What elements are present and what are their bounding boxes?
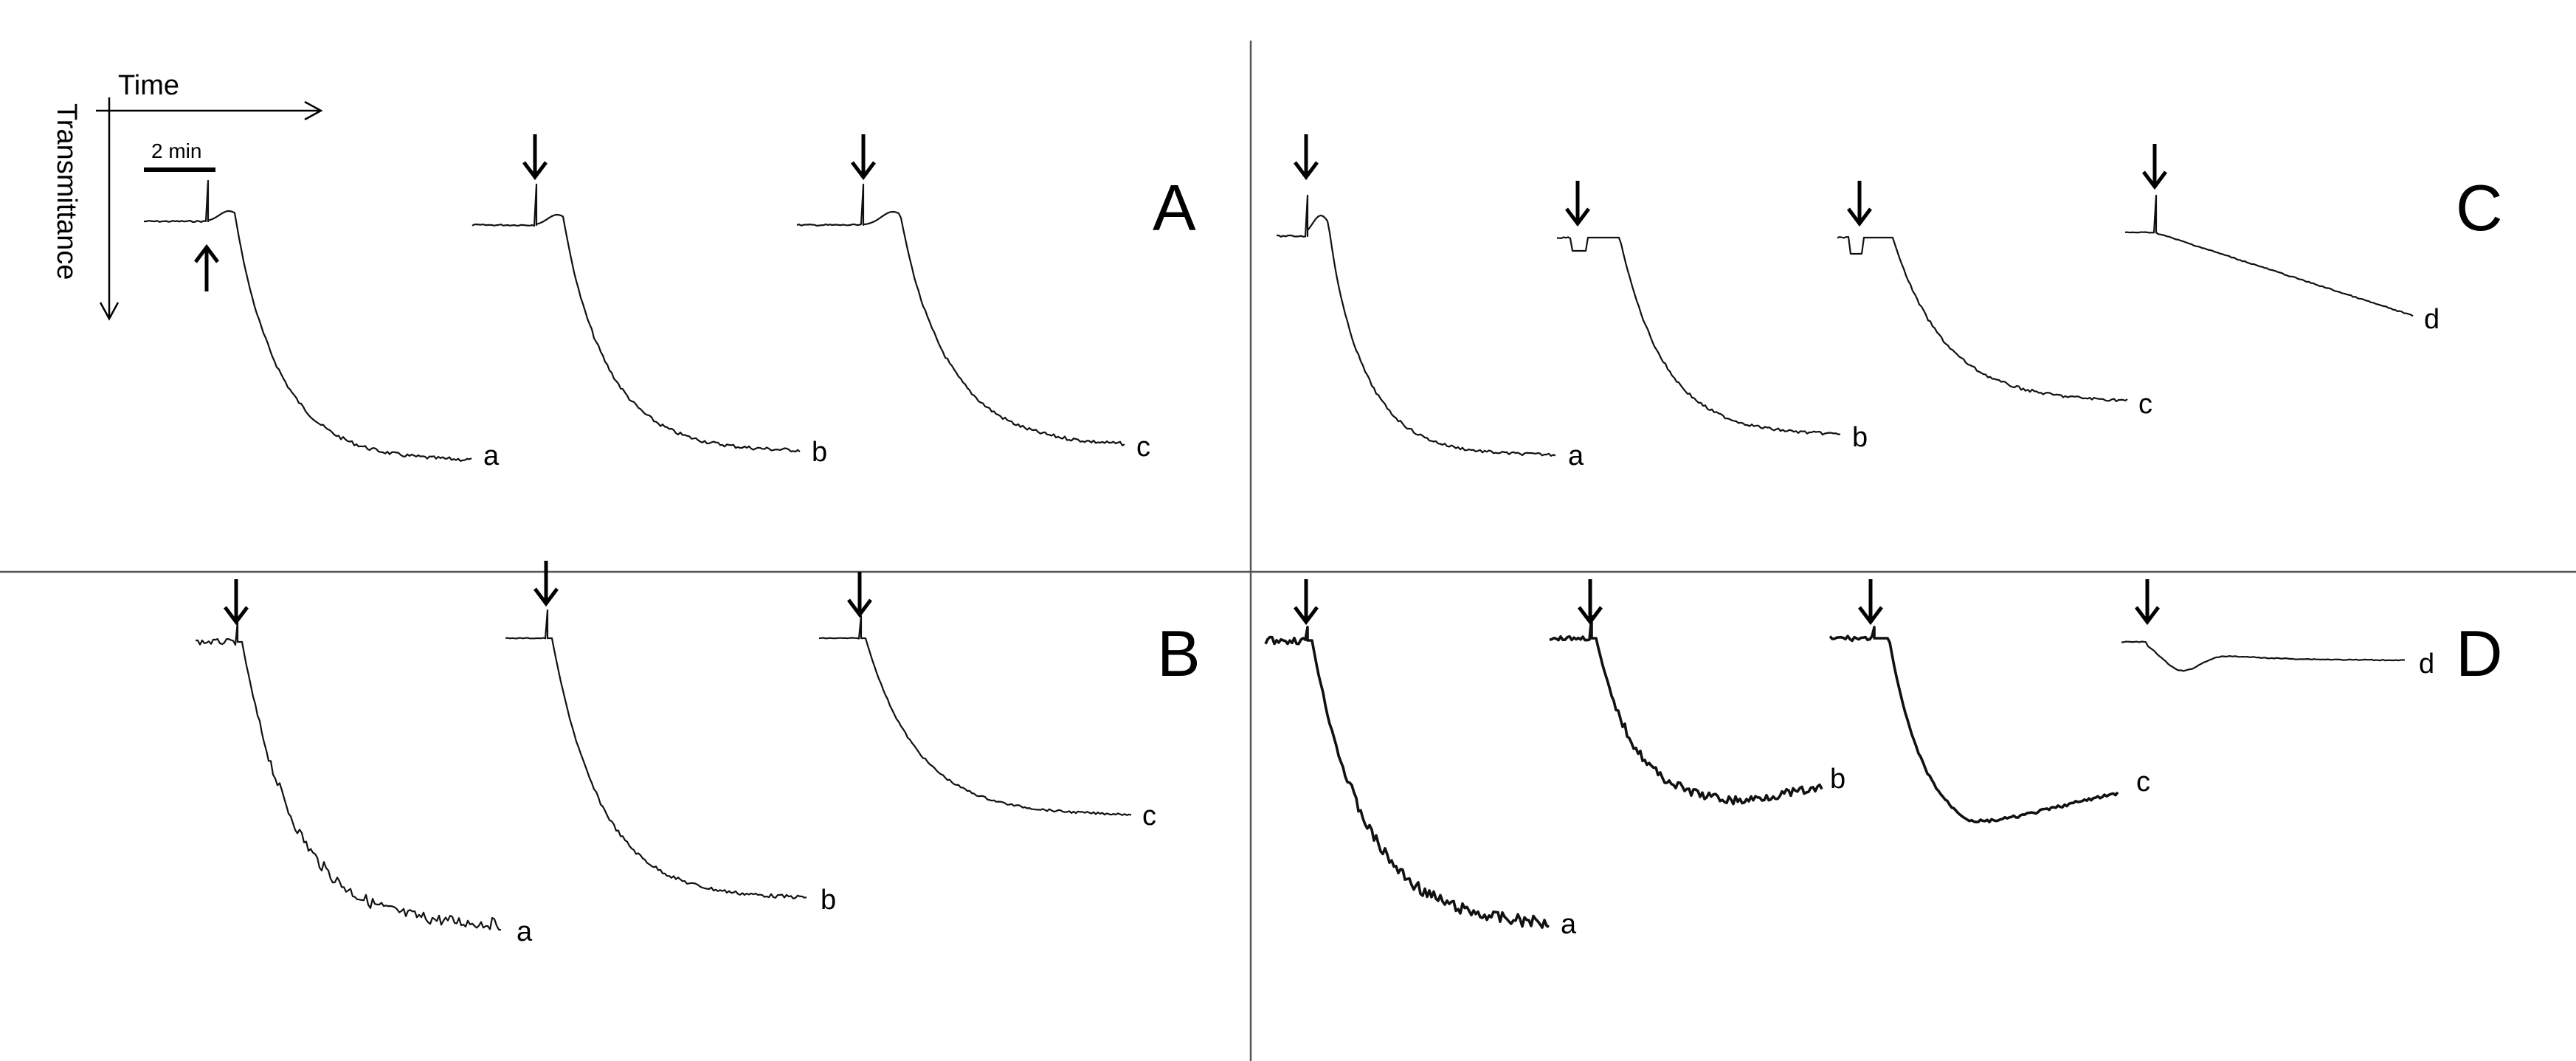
trace-label: a xyxy=(1568,440,1584,471)
injection-arrow-icon xyxy=(1858,579,1883,626)
panel-label-b: B xyxy=(1157,617,1201,690)
trace-line xyxy=(1277,194,1556,457)
trace-a-b: b xyxy=(472,134,827,468)
injection-arrow-icon xyxy=(1294,134,1319,181)
trace-label: a xyxy=(517,916,533,947)
axes-key: Time Transmittance 2 min xyxy=(51,70,323,321)
trace-label: a xyxy=(483,440,500,471)
injection-arrow-icon xyxy=(224,579,249,626)
trace-d-d: d xyxy=(2121,579,2434,680)
trace-a-c: c xyxy=(796,134,1150,463)
injection-arrow-icon xyxy=(194,243,219,291)
trace-b-b: b xyxy=(505,561,836,916)
injection-arrow-icon xyxy=(1847,181,1872,227)
trace-label: c xyxy=(1142,801,1156,832)
trace-label: d xyxy=(2419,649,2434,680)
trace-label: c xyxy=(2138,389,2152,420)
injection-arrow-icon xyxy=(533,561,559,607)
injection-arrow-icon xyxy=(851,134,876,181)
trace-c-c: c xyxy=(1837,181,2152,420)
injection-arrow-icon xyxy=(847,572,872,618)
panel-label-c: C xyxy=(2456,171,2503,244)
trace-label: b xyxy=(821,885,836,916)
trace-line xyxy=(1556,236,1840,436)
transmittance-axis-label: Transmittance xyxy=(51,103,82,280)
trace-d-a: a xyxy=(1264,579,1577,940)
injection-arrow-icon xyxy=(1578,579,1603,626)
trace-b-c: c xyxy=(818,572,1156,832)
trace-line xyxy=(1837,236,2128,403)
trace-b-a: a xyxy=(195,579,533,947)
injection-arrow-icon xyxy=(1294,579,1319,626)
trace-label: c xyxy=(2136,767,2150,798)
panel-label-d: D xyxy=(2456,617,2503,690)
trace-line xyxy=(1549,615,1823,806)
trace-label: c xyxy=(1136,432,1150,463)
trace-line xyxy=(143,179,472,462)
trace-line xyxy=(796,183,1125,446)
trace-line xyxy=(195,620,502,931)
scale-bar-label: 2 min xyxy=(151,139,201,162)
trace-line xyxy=(1829,626,2119,823)
injection-arrow-icon xyxy=(1565,181,1590,227)
trace-c-d: d xyxy=(2124,144,2439,335)
injection-arrow-icon xyxy=(522,134,548,181)
trace-a-a: a xyxy=(143,179,500,471)
trace-line xyxy=(2124,194,2414,317)
trace-label: b xyxy=(1852,422,1868,453)
traces-layer: a b c a b c a b c d a b c d xyxy=(143,134,2439,947)
injection-arrow-icon xyxy=(2135,579,2160,626)
trace-label: d xyxy=(2424,304,2439,335)
trace-line xyxy=(505,609,807,899)
panel-label-a: A xyxy=(1153,171,1196,244)
trace-label: a xyxy=(1561,909,1577,940)
trace-line xyxy=(818,615,1132,816)
trace-line xyxy=(472,183,801,453)
trace-c-a: a xyxy=(1277,134,1584,471)
trace-label: b xyxy=(1830,764,1845,795)
trace-c-b: b xyxy=(1556,181,1868,453)
trace-label: b xyxy=(812,437,827,468)
time-axis-label: Time xyxy=(118,70,179,101)
trace-line xyxy=(2121,640,2406,672)
trace-line xyxy=(1264,626,1550,929)
trace-d-c: c xyxy=(1829,579,2150,823)
trace-d-b: b xyxy=(1549,579,1845,806)
injection-arrow-icon xyxy=(2142,144,2167,190)
